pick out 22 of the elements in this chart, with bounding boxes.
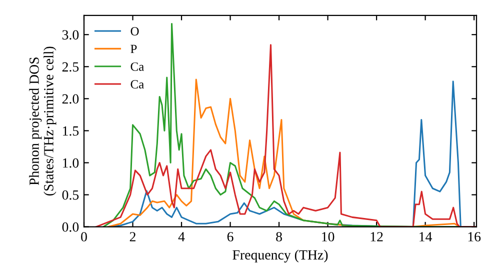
y-tick-label: 1.0 xyxy=(63,158,79,168)
x-tick-label: 4 xyxy=(178,232,185,242)
y-axis-title: Phonon projected DOS (States/THz·primitive cell) xyxy=(29,46,56,196)
x-tick-label: 8 xyxy=(276,232,282,242)
y-tick-label: 2.0 xyxy=(62,94,79,104)
x-tick-label: 16 xyxy=(468,232,481,242)
x-tick-label: 2 xyxy=(130,232,136,242)
legend-label: Ca xyxy=(130,80,144,89)
legend-label: Ca xyxy=(130,62,144,71)
y-tick-label: 1.5 xyxy=(63,126,79,136)
legend-label: O xyxy=(130,27,139,36)
x-tick-label: 10 xyxy=(322,232,334,242)
y-tick-label: 0.0 xyxy=(62,222,79,232)
x-tick-label: 0 xyxy=(81,232,87,242)
y-tick-label: 3.0 xyxy=(62,30,79,40)
x-tick-label: 12 xyxy=(370,232,383,242)
y-tick-label: 2.5 xyxy=(62,62,79,72)
legend-label: P xyxy=(130,44,137,54)
x-axis-title: Frequency (THz) xyxy=(232,250,328,262)
x-tick-label: 14 xyxy=(420,232,432,242)
y-tick-label: 0.5 xyxy=(62,190,79,200)
x-tick-label: 6 xyxy=(227,232,234,242)
